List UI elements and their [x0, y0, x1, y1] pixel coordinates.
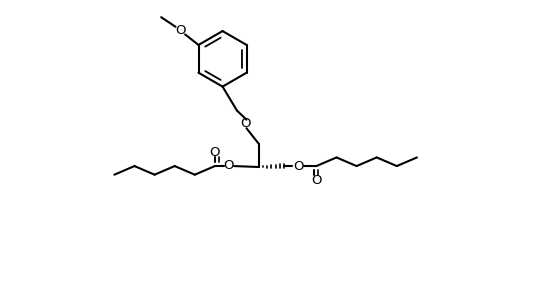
Text: O: O: [209, 146, 220, 159]
Text: O: O: [293, 160, 304, 173]
Text: O: O: [240, 117, 251, 130]
Text: O: O: [175, 24, 185, 37]
Text: O: O: [311, 174, 321, 187]
Text: O: O: [223, 159, 234, 172]
